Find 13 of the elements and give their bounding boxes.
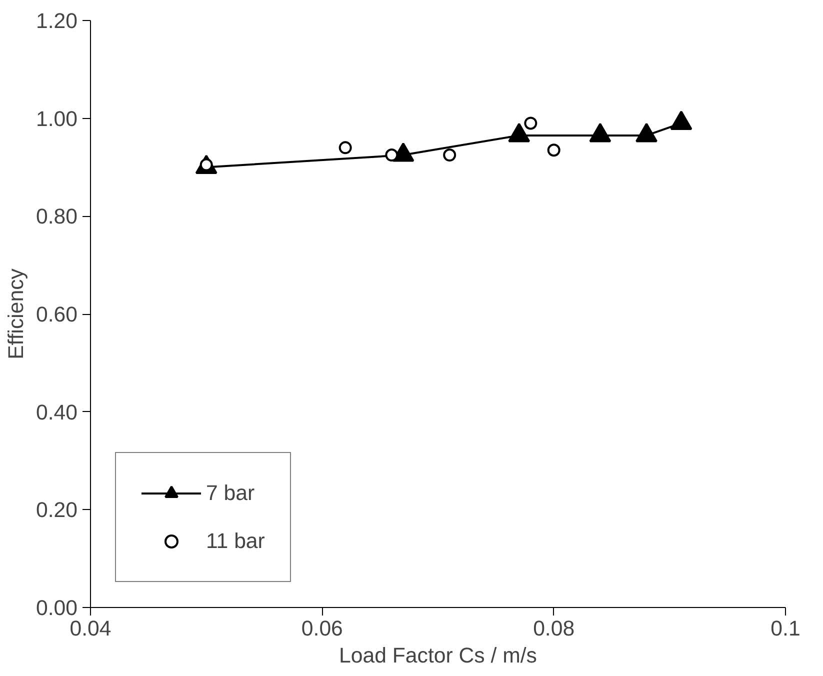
y-tick-label: 1.00 [36, 106, 78, 131]
x-axis-title: Load Factor Cs / m/s [339, 644, 537, 668]
y-tick-label: 0.60 [36, 302, 78, 326]
legend-label: 11 bar [206, 528, 265, 554]
y-tick-label: 1.20 [36, 9, 78, 33]
y-tick-label: 0.40 [36, 400, 78, 424]
x-tick-label: 0.1 [770, 616, 800, 640]
y-tick-label: 0.80 [36, 204, 78, 229]
x-tick-label: 0.08 [533, 616, 575, 640]
x-tick-label: 0.06 [301, 616, 343, 640]
legend-label: 7 bar [206, 480, 255, 506]
y-axis-title: Efficiency [4, 268, 28, 360]
y-tick-label: 0.20 [36, 498, 78, 522]
